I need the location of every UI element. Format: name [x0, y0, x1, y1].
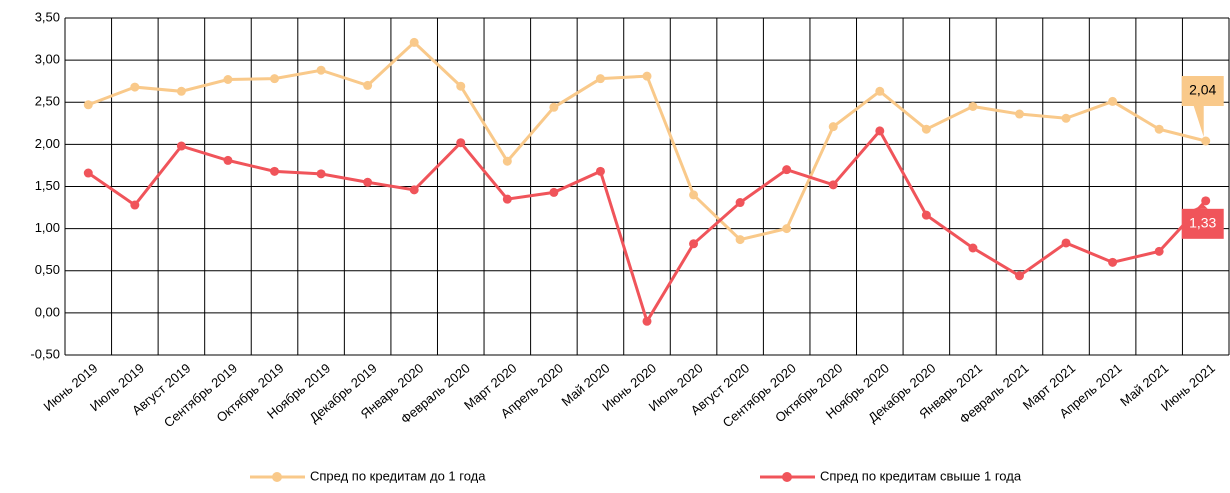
- point: [1154, 246, 1164, 256]
- point: [130, 200, 140, 210]
- point: [549, 102, 559, 112]
- point: [782, 165, 792, 175]
- point: [502, 156, 512, 166]
- point: [83, 100, 93, 110]
- point: [782, 224, 792, 234]
- y-tick-label: 0,50: [35, 262, 60, 277]
- y-tick-label: 3,50: [35, 9, 60, 24]
- point: [176, 141, 186, 151]
- point: [875, 86, 885, 96]
- point: [1061, 113, 1071, 123]
- label-box: [1181, 76, 1224, 107]
- point: [1014, 109, 1024, 119]
- point: [270, 74, 280, 84]
- point: [642, 316, 652, 326]
- point: [595, 74, 605, 84]
- legend-label: Спред по кредитам до 1 года: [310, 468, 486, 483]
- point: [176, 86, 186, 96]
- point: [83, 168, 93, 178]
- point: [735, 235, 745, 245]
- point: [968, 101, 978, 111]
- point: [828, 180, 838, 190]
- point: [921, 124, 931, 134]
- point: [828, 122, 838, 132]
- point: [549, 187, 559, 197]
- label-box: [1181, 208, 1224, 239]
- y-tick-label: 1,50: [35, 178, 60, 193]
- point: [1014, 271, 1024, 281]
- point: [1154, 124, 1164, 134]
- point: [1061, 238, 1071, 248]
- label-pointer: [1193, 106, 1204, 138]
- value-label: 2,04: [1189, 82, 1216, 98]
- point: [595, 166, 605, 176]
- label-pointer: [1193, 204, 1208, 209]
- point: [409, 37, 419, 47]
- point: [1108, 96, 1118, 106]
- legend-label: Спред по кредитам свыше 1 года: [820, 468, 1022, 483]
- point: [968, 243, 978, 253]
- point: [130, 82, 140, 92]
- point: [1108, 257, 1118, 267]
- series-line: [87, 128, 1207, 325]
- y-tick-label: 1,00: [35, 220, 60, 235]
- point: [456, 81, 466, 91]
- y-tick-label: 3,00: [35, 52, 60, 67]
- point: [223, 75, 233, 85]
- y-tick-label: -0,50: [30, 346, 60, 361]
- point: [1201, 196, 1211, 206]
- point: [456, 138, 466, 148]
- point: [689, 239, 699, 249]
- point: [735, 198, 745, 208]
- point: [409, 185, 419, 195]
- point: [363, 80, 373, 90]
- legend-marker: [782, 472, 792, 482]
- point: [316, 65, 326, 75]
- point: [642, 71, 652, 81]
- point: [1201, 136, 1211, 146]
- y-tick-label: 2,50: [35, 94, 60, 109]
- point: [316, 169, 326, 179]
- point: [875, 126, 885, 136]
- value-label: 1,33: [1189, 215, 1216, 231]
- point: [270, 166, 280, 176]
- point: [502, 194, 512, 204]
- point: [921, 210, 931, 220]
- legend-marker: [272, 472, 282, 482]
- y-tick-label: 2,00: [35, 136, 60, 151]
- y-tick-label: 0,00: [35, 304, 60, 319]
- point: [363, 177, 373, 187]
- point: [223, 155, 233, 165]
- point: [689, 190, 699, 200]
